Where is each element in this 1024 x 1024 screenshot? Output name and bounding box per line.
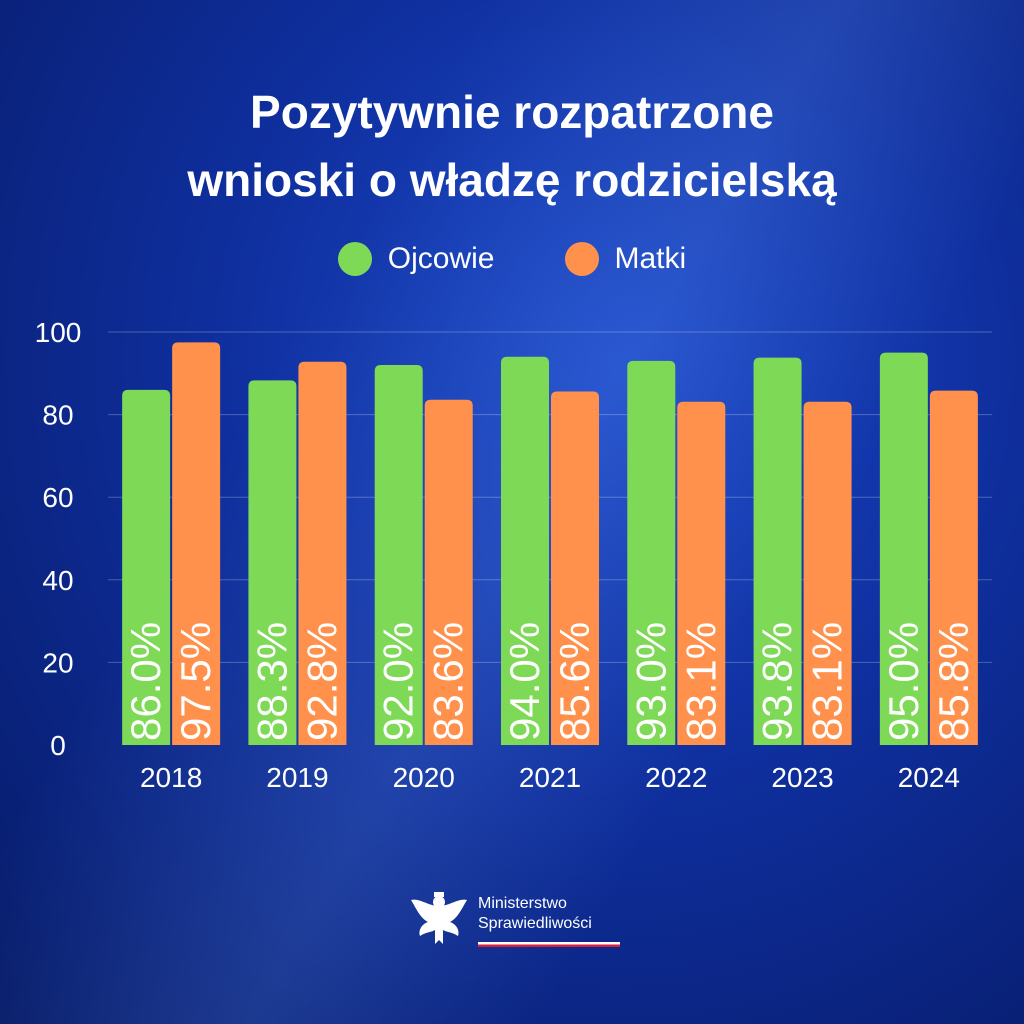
bar-matki-2021 [551,391,599,745]
flag-bar [478,942,620,947]
x-tick-label: 2023 [771,762,833,793]
legend-label-ojcowie: Ojcowie [387,242,495,275]
data-label: 92.0% [375,622,422,741]
bar-ojcowie-2024 [879,352,928,745]
bar-ojcowie-2023 [753,357,802,745]
x-tick-label: 2024 [898,762,960,793]
title-line-1: Pozytywnie rozpatrzone [250,86,774,138]
x-tick-label: 2019 [266,762,328,793]
data-label: 95.0% [880,622,927,741]
ministry-logo: Ministerstwo Sprawiedliwości [408,888,620,950]
data-label: 86.0% [122,622,169,741]
bar-matki-2022 [677,401,726,745]
chart-title: Pozytywnie rozpatrzone wnioski o władzę … [0,78,1024,214]
data-label: 97.5% [172,622,219,741]
y-tick-label: 80 [42,400,73,431]
data-label: 83.1% [677,622,724,741]
chart-legend: Ojcowie Matki [0,242,1024,276]
bar-ojcowie-2021 [501,356,549,745]
data-label: 88.3% [248,622,295,741]
data-label: 83.1% [804,622,851,741]
x-tick-label: 2020 [393,762,455,793]
y-tick-label: 60 [42,482,73,513]
legend-dot-matki [564,242,599,276]
y-tick-label: 0 [50,730,66,761]
data-label: 85.6% [551,622,598,741]
legend-item-matki: Matki [564,242,687,276]
eagle-emblem-icon [411,892,467,944]
data-label: 94.0% [501,622,548,741]
legend-dot-ojcowie [337,242,372,276]
x-tick-label: 2021 [519,762,581,793]
legend-item-ojcowie: Ojcowie [337,242,495,276]
data-label: 83.6% [425,622,472,741]
logo-text: Ministerstwo Sprawiedliwości [478,894,620,934]
x-tick-label: 2022 [645,762,707,793]
x-tick-label: 2018 [140,762,202,793]
bar-matki-2020 [424,399,473,745]
data-label: 93.0% [627,622,674,741]
bar-matki-2019 [298,361,347,745]
bar-ojcowie-2018 [122,389,171,745]
y-tick-label: 100 [35,317,82,348]
title-line-2: wnioski o władzę rodzicielską [187,154,837,206]
bar-ojcowie-2019 [248,380,297,745]
logo-line-2: Sprawiedliwości [478,915,592,932]
data-label: 93.8% [754,622,801,741]
bar-matki-2018 [172,342,221,745]
data-label: 92.8% [298,622,345,741]
y-tick-label: 20 [42,647,73,678]
bar-matki-2024 [929,390,978,745]
legend-label-matki: Matki [614,242,687,275]
bar-ojcowie-2022 [627,360,676,745]
data-label: 85.8% [930,622,977,741]
bar-ojcowie-2020 [374,365,423,745]
logo-line-1: Ministerstwo [478,895,567,912]
y-tick-label: 40 [42,565,73,596]
bar-matki-2023 [803,401,852,745]
